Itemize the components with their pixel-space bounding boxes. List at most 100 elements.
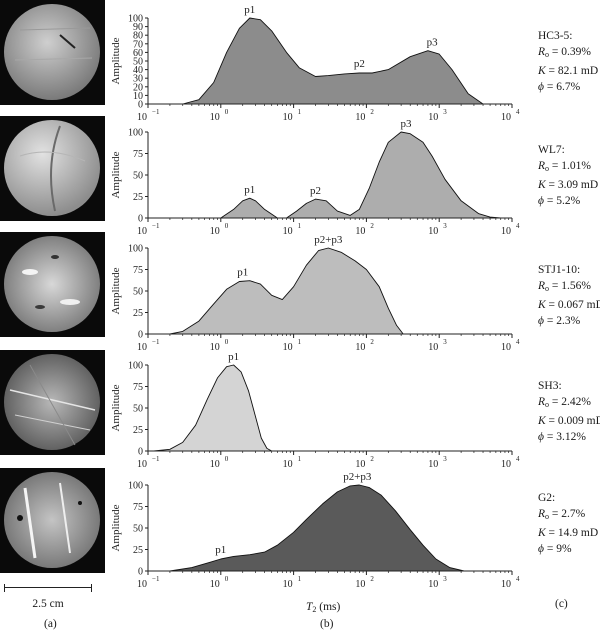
sample-info-hc3-5: HC3-5: Ro = 0.39% K = 82.1 mD ϕ = 6.7% (538, 28, 598, 95)
y-tick-label: 50 (133, 171, 143, 182)
sample-name: STJ1-10: (538, 264, 581, 276)
peak-label-p1: p1 (244, 4, 255, 16)
k-value: 3.09 mD (557, 179, 599, 191)
phi-value: 9% (556, 543, 572, 555)
y-tick-label: 25 (133, 425, 143, 436)
y-tick-label: 100 (128, 361, 143, 372)
x-tick-label: 10 (283, 112, 293, 123)
y-tick-label: 50 (133, 287, 143, 298)
x-tick-label: 10 (210, 459, 220, 470)
panel-label-b: (b) (320, 618, 334, 630)
series-area (220, 131, 502, 219)
y-axis-label: Amplitude (110, 384, 122, 431)
y-tick-label: 100 (128, 14, 143, 25)
x-tick-exponent: 2 (370, 222, 374, 230)
y-tick-label: 25 (133, 308, 143, 319)
sample-name: WL7: (538, 144, 565, 156)
k-value: 0.067 mD (557, 299, 600, 311)
y-tick-label: 60 (133, 48, 143, 59)
scale-bar (4, 584, 92, 592)
y-tick-label: 0 (138, 447, 143, 458)
k-value-line: K = 82.1 mD (538, 65, 599, 77)
x-tick-exponent: 2 (370, 338, 374, 346)
y-tick-label: 100 (128, 244, 143, 255)
y-axis-label: Amplitude (110, 267, 122, 314)
x-tick-exponent: 0 (225, 455, 229, 463)
x-tick-exponent: 4 (516, 338, 520, 346)
x-tick-label: 10 (501, 459, 511, 470)
peak-label-p1: p1 (237, 267, 248, 279)
x-tick-label: 10 (210, 342, 220, 353)
x-tick-exponent: −1 (152, 338, 160, 346)
x-tick-exponent: 2 (370, 575, 374, 583)
series-area (169, 484, 465, 572)
peak-label-p1: p1 (215, 544, 226, 556)
y-tick-label: 25 (133, 545, 143, 556)
x-tick-exponent: 3 (443, 108, 447, 116)
ro-value-line: Ro = 2.42% (538, 396, 591, 409)
x-tick-label: 10 (428, 459, 438, 470)
x-tick-exponent: 3 (443, 455, 447, 463)
x-tick-label: 10 (210, 112, 220, 123)
y-tick-label: 20 (133, 82, 143, 93)
core-photo-g2 (0, 468, 105, 573)
x-tick-label: 10 (283, 342, 293, 353)
k-value-line: K = 14.9 mD (538, 527, 599, 539)
y-axis-label: Amplitude (110, 504, 122, 551)
y-tick-label: 100 (128, 481, 143, 492)
peak-label-p2: p2 (310, 185, 321, 197)
x-tick-label: 10 (137, 112, 147, 123)
phi-value: 3.12% (556, 431, 586, 443)
x-tick-label: 10 (137, 342, 147, 353)
x-tick-label: 10 (355, 112, 365, 123)
peak-label-p3: p3 (427, 37, 439, 49)
y-tick-label: 75 (133, 382, 143, 393)
y-tick-label: 25 (133, 192, 143, 203)
phi-value-line: ϕ = 2.3% (538, 315, 581, 327)
x-tick-label: 10 (428, 226, 438, 237)
x-tick-exponent: 1 (298, 222, 302, 230)
ro-value: 1.01% (561, 160, 591, 172)
x-tick-exponent: 1 (298, 455, 302, 463)
phi-value-line: ϕ = 9% (538, 543, 572, 555)
y-tick-label: 30 (133, 74, 143, 85)
x-tick-label: 10 (428, 112, 438, 123)
y-tick-label: 50 (133, 57, 143, 68)
k-value: 14.9 mD (557, 527, 599, 539)
k-value: 0.009 mD (557, 415, 600, 427)
panel-label-c: (c) (555, 598, 568, 610)
y-tick-label: 90 (133, 22, 143, 33)
sample-info-g2: G2: Ro = 2.7% K = 14.9 mD ϕ = 9% (538, 490, 598, 557)
x-tick-label: 10 (428, 342, 438, 353)
panel-label-a: (a) (44, 618, 57, 630)
x-tick-exponent: −1 (152, 575, 160, 583)
phi-value: 5.2% (556, 195, 581, 207)
core-photo-hc3-5 (0, 0, 105, 105)
phi-value-line: ϕ = 3.12% (538, 431, 586, 443)
ro-value: 0.39% (561, 46, 591, 58)
y-tick-label: 40 (133, 65, 143, 76)
y-axis-label: Amplitude (110, 151, 122, 198)
x-tick-label: 10 (355, 459, 365, 470)
phi-value: 6.7% (556, 81, 581, 93)
phi-value-line: ϕ = 5.2% (538, 195, 581, 207)
y-tick-label: 50 (133, 404, 143, 415)
sample-info-stj1-10: STJ1-10: Ro = 1.56% K = 0.067 mD ϕ = 2.3… (538, 262, 600, 329)
x-tick-label: 10 (137, 579, 147, 590)
ro-value-line: Ro = 1.56% (538, 280, 591, 293)
sample-info-wl7: WL7: Ro = 1.01% K = 3.09 mD ϕ = 5.2% (538, 142, 598, 209)
peak-label-p2+p3: p2+p3 (314, 234, 343, 246)
x-tick-exponent: 1 (298, 575, 302, 583)
x-tick-exponent: −1 (152, 108, 160, 116)
x-axis-symbol: T (306, 601, 313, 613)
x-tick-exponent: 2 (370, 455, 374, 463)
ro-value-line: Ro = 0.39% (538, 46, 591, 59)
phi-value-line: ϕ = 6.7% (538, 81, 581, 93)
x-tick-exponent: 0 (225, 575, 229, 583)
y-axis-label: Amplitude (110, 37, 122, 84)
x-tick-exponent: 4 (516, 108, 520, 116)
core-photo-sh3 (0, 350, 105, 455)
